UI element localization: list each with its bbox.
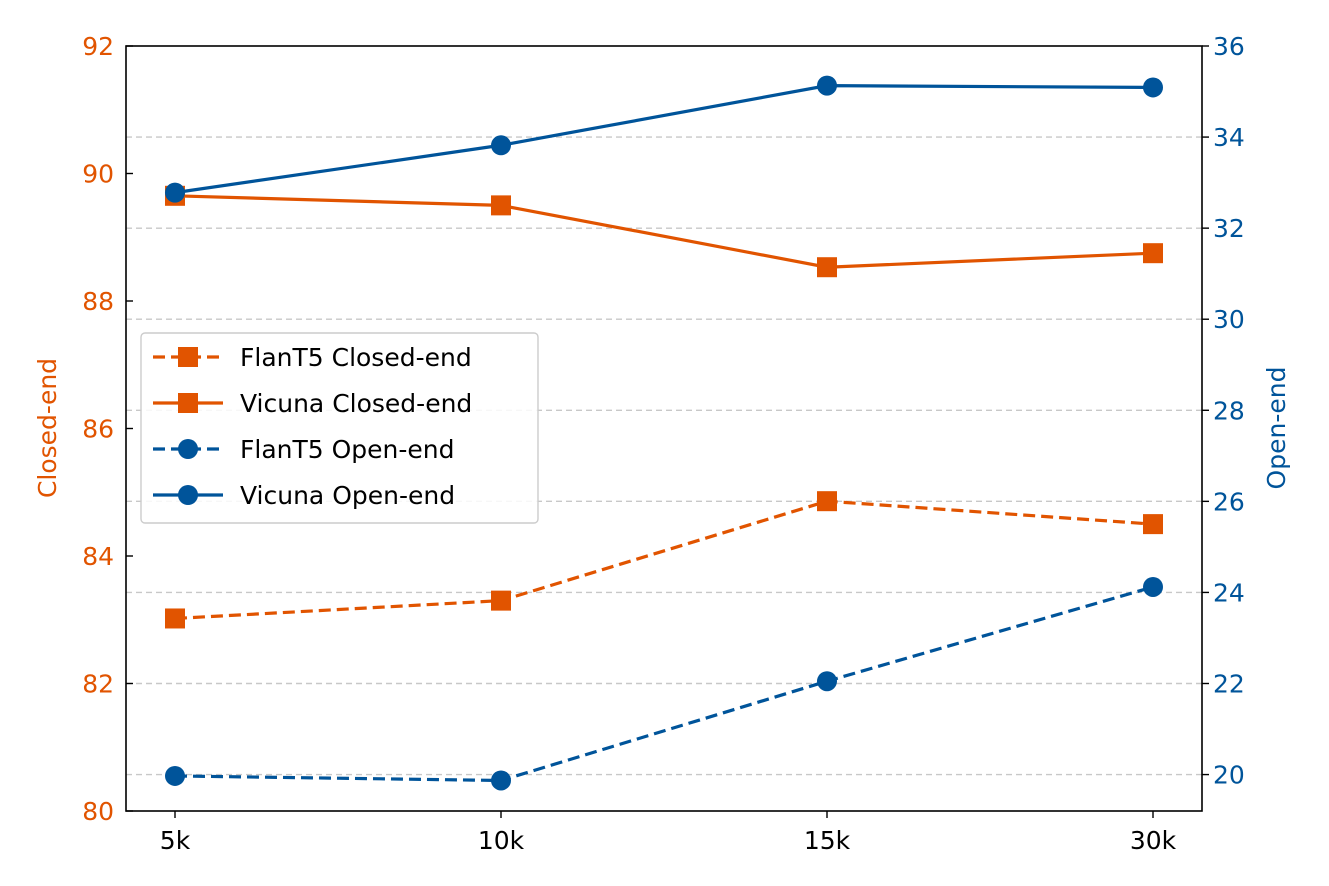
data-point bbox=[1143, 514, 1163, 535]
legend-label: Vicuna Open-end bbox=[240, 481, 455, 510]
data-point bbox=[491, 590, 511, 611]
right-tick-label: 30 bbox=[1213, 305, 1245, 334]
left-tick-label: 90 bbox=[82, 160, 114, 189]
legend-item: FlanT5 Closed-end bbox=[153, 343, 472, 372]
series-1 bbox=[165, 185, 1163, 278]
right-tick-label: 22 bbox=[1213, 670, 1245, 699]
legend-item: Vicuna Open-end bbox=[153, 481, 455, 510]
right-tick-label: 28 bbox=[1213, 396, 1245, 425]
series-line bbox=[174, 585, 1154, 783]
legend-item: Vicuna Closed-end bbox=[153, 389, 472, 418]
legend: FlanT5 Closed-end Vicuna Closed-end FlanT5… bbox=[140, 332, 539, 524]
x-tick-label: 5k bbox=[160, 826, 191, 855]
right-tick-label: 34 bbox=[1213, 123, 1245, 152]
legend-marker bbox=[178, 393, 198, 413]
data-point bbox=[165, 182, 185, 203]
data-point bbox=[165, 608, 185, 629]
left-tick-label: 92 bbox=[82, 32, 114, 61]
series-3 bbox=[165, 75, 1163, 203]
data-point bbox=[491, 770, 511, 791]
series-0 bbox=[165, 491, 1163, 629]
data-point bbox=[817, 491, 837, 512]
left-tick-label: 82 bbox=[82, 670, 114, 699]
data-point bbox=[1143, 576, 1163, 597]
right-axis-title: Open-end bbox=[1262, 367, 1291, 490]
left-axis-title: Closed-end bbox=[33, 358, 62, 498]
data-point bbox=[491, 135, 511, 156]
legend-label: FlanT5 Open-end bbox=[240, 435, 455, 464]
legend-marker bbox=[178, 485, 198, 505]
x-axis: 5k 10k 15k 30k bbox=[160, 811, 1177, 855]
left-tick-label: 88 bbox=[82, 287, 114, 316]
right-tick-label: 24 bbox=[1213, 578, 1245, 607]
x-tick-label: 30k bbox=[1130, 826, 1177, 855]
legend-box bbox=[140, 332, 539, 524]
data-point bbox=[491, 195, 511, 216]
series-line bbox=[174, 84, 1154, 195]
right-tick-label: 36 bbox=[1213, 32, 1245, 61]
right-tick-label: 32 bbox=[1213, 214, 1245, 243]
left-tick-label: 80 bbox=[82, 797, 114, 826]
data-point bbox=[1143, 243, 1163, 264]
series-layer bbox=[165, 75, 1163, 791]
x-tick-label: 15k bbox=[804, 826, 851, 855]
legend-item: FlanT5 Open-end bbox=[153, 435, 455, 464]
series-line bbox=[174, 194, 1154, 269]
right-tick-label: 26 bbox=[1213, 487, 1245, 516]
left-tick-label: 86 bbox=[82, 415, 114, 444]
x-tick-label: 10k bbox=[478, 826, 525, 855]
legend-label: Vicuna Closed-end bbox=[240, 389, 472, 418]
left-tick-label: 84 bbox=[82, 542, 114, 571]
right-axis: 20 22 24 26 28 30 32 34 36 bbox=[1202, 32, 1245, 790]
legend-marker bbox=[178, 439, 198, 459]
data-point bbox=[165, 765, 185, 786]
data-point bbox=[817, 257, 837, 278]
right-tick-label: 20 bbox=[1213, 761, 1245, 790]
series-2 bbox=[165, 576, 1163, 791]
data-point bbox=[817, 671, 837, 692]
data-point bbox=[817, 75, 837, 96]
legend-label: FlanT5 Closed-end bbox=[240, 343, 472, 372]
legend-marker bbox=[178, 347, 198, 367]
left-axis: 80 82 84 86 88 90 92 bbox=[82, 32, 133, 826]
data-point bbox=[1143, 77, 1163, 98]
series-line bbox=[174, 499, 1154, 621]
